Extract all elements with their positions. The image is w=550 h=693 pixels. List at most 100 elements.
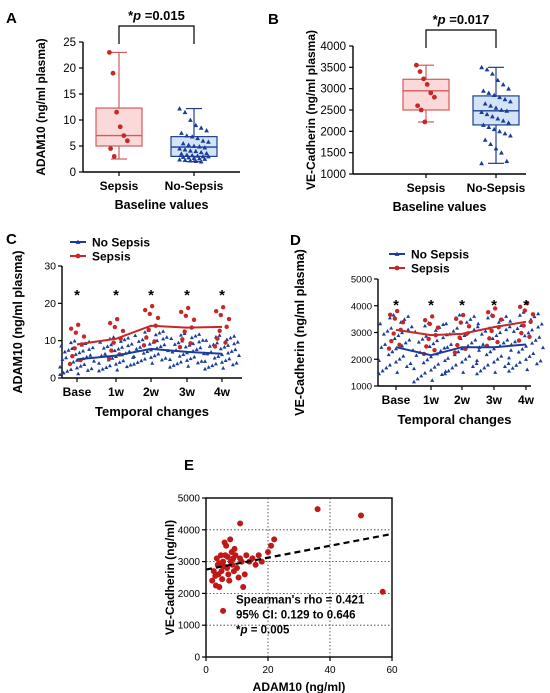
data-point <box>218 568 225 575</box>
data-point <box>241 571 248 578</box>
data-point-no-sepsis <box>456 349 461 354</box>
data-point <box>184 133 190 138</box>
data-point-no-sepsis <box>511 329 516 333</box>
data-point-sepsis <box>146 327 151 332</box>
data-point-no-sepsis <box>134 346 139 351</box>
data-point <box>184 152 190 157</box>
data-point <box>265 549 271 556</box>
data-point <box>490 114 495 119</box>
y-tick-label: 4000 <box>178 525 201 536</box>
data-point <box>229 561 236 568</box>
data-point-no-sepsis <box>141 351 146 355</box>
data-point-no-sepsis <box>157 330 162 335</box>
data-point-no-sepsis <box>77 350 82 355</box>
data-point-sepsis <box>107 320 113 326</box>
data-point-no-sepsis <box>226 350 231 355</box>
data-point-sepsis <box>183 313 189 319</box>
timepoint-1w <box>97 317 135 373</box>
panel-label: B <box>268 11 279 28</box>
data-point <box>217 552 224 559</box>
data-point-sepsis <box>516 338 522 343</box>
data-point-sepsis <box>498 317 504 322</box>
data-point-no-sepsis <box>425 357 430 362</box>
y-tick-label: 0 <box>50 373 56 385</box>
data-point-no-sepsis <box>186 364 191 368</box>
data-point-no-sepsis <box>105 344 110 348</box>
data-point-no-sepsis <box>178 359 183 364</box>
data-point-no-sepsis <box>114 362 118 366</box>
y-tick-label: 25 <box>63 37 76 49</box>
data-point <box>232 552 239 559</box>
y-tick-label: 3000 <box>351 328 372 339</box>
data-point-sepsis <box>120 328 126 334</box>
y-tick-label: 2000 <box>320 126 346 138</box>
data-point-sepsis <box>490 313 496 319</box>
x-tick-label: 60 <box>386 665 398 676</box>
data-point-no-sepsis <box>485 315 490 320</box>
data-point-no-sepsis <box>195 360 200 365</box>
y-tick-label: 2000 <box>178 589 201 600</box>
data-point-no-sepsis <box>140 337 145 342</box>
data-point-no-sepsis <box>387 362 392 367</box>
data-point <box>484 67 490 72</box>
data-point-no-sepsis <box>494 333 499 338</box>
data-point <box>424 82 430 87</box>
data-point-sepsis <box>142 307 148 313</box>
legend-marker <box>75 253 81 259</box>
data-point-no-sepsis <box>161 336 166 341</box>
data-point-no-sepsis <box>389 326 394 330</box>
significance-star: * <box>113 287 119 304</box>
data-point-no-sepsis <box>431 341 436 346</box>
y-tick-label: 4000 <box>320 41 346 53</box>
data-point <box>108 146 113 152</box>
data-point-no-sepsis <box>460 346 464 351</box>
data-point <box>224 564 231 571</box>
data-point-no-sepsis <box>104 365 109 369</box>
data-point <box>482 101 488 106</box>
stat-p: *p = 0.005 <box>236 624 290 636</box>
mean-line-sepsis <box>76 324 223 346</box>
data-point-no-sepsis <box>62 349 67 354</box>
data-point-no-sepsis <box>68 340 73 345</box>
data-point <box>220 558 227 565</box>
data-point-no-sepsis <box>517 360 522 364</box>
y-tick-label: 3500 <box>320 62 346 74</box>
data-point-sepsis <box>400 320 406 325</box>
data-point-sepsis <box>226 316 232 322</box>
y-tick-label: 1000 <box>320 169 346 181</box>
panel-b: B 1000 1500 2000 2500 3000 3500 4000 Sepsis No-Se… <box>268 11 526 214</box>
data-point <box>195 153 200 158</box>
data-point-no-sepsis <box>416 339 421 344</box>
data-point-no-sepsis <box>162 342 167 347</box>
data-point <box>125 138 130 144</box>
data-point <box>268 542 275 549</box>
data-point-sepsis <box>389 338 394 344</box>
panel-d: D 1000 2000 3000 4000 5000 Base 1w 2w 3w 4w Tempora… <box>290 232 545 427</box>
data-point <box>177 157 182 162</box>
data-point-no-sepsis <box>147 341 152 346</box>
timepoint-4w <box>507 300 545 373</box>
data-point-no-sepsis <box>377 371 381 376</box>
data-point-sepsis <box>152 339 157 344</box>
data-point-no-sepsis <box>449 342 454 346</box>
data-point-no-sepsis <box>407 337 412 342</box>
data-point <box>193 148 199 154</box>
data-point-no-sepsis <box>90 345 95 350</box>
data-point-no-sepsis <box>444 321 449 326</box>
data-point-no-sepsis <box>412 366 416 371</box>
box-no-sepsis <box>170 106 218 164</box>
data-point-sepsis <box>530 312 536 317</box>
data-point-no-sepsis <box>441 335 446 340</box>
data-point-no-sepsis <box>510 366 515 370</box>
panel-label: D <box>290 232 301 249</box>
data-point-no-sepsis <box>525 367 530 372</box>
data-point-no-sepsis <box>153 332 158 337</box>
data-point-no-sepsis <box>171 363 176 367</box>
data-point-no-sepsis <box>110 356 115 360</box>
data-point-no-sepsis <box>378 321 383 326</box>
data-point <box>227 536 234 543</box>
data-point-no-sepsis <box>217 333 222 337</box>
x-tick-label: 3w <box>179 385 196 399</box>
data-point-no-sepsis <box>97 368 101 373</box>
timepoint-Base <box>58 322 96 377</box>
